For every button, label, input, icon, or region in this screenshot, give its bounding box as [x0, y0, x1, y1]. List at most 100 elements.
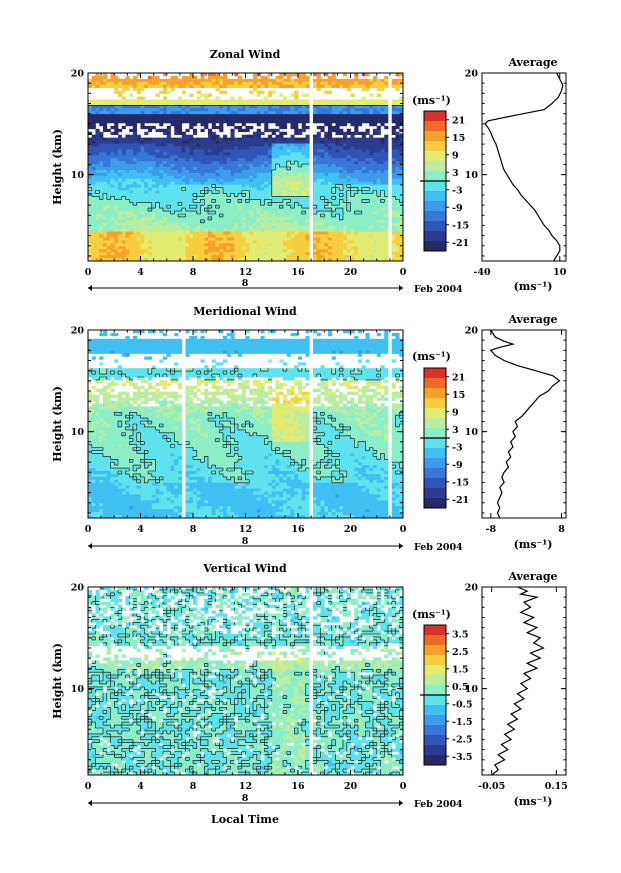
zonal-heatmap-cell [219, 146, 224, 150]
zonal-heatmap-cell [193, 146, 198, 150]
meridional-heatmap-cell [148, 330, 153, 334]
zonal-heatmap-cell [163, 73, 168, 77]
zonal-heatmap-cell [155, 169, 160, 174]
zonal-heatmap-cell [151, 152, 156, 156]
zonal-heatmap-cell [159, 111, 164, 115]
zonal-heatmap-cell [279, 81, 284, 86]
zonal-heatmap-cell [358, 219, 363, 224]
zonal-heatmap-cell [395, 143, 400, 147]
zonal-heatmap-cell [286, 140, 291, 144]
zonal-heatmap-cell [275, 231, 280, 235]
zonal-heatmap-cell [361, 117, 366, 121]
zonal-heatmap-cell [279, 149, 284, 153]
zonal-heatmap-cell [346, 114, 351, 118]
zonal-heatmap-cell [136, 140, 141, 144]
zonal-heatmap-cell [118, 222, 123, 227]
meridional-heatmap-cell [193, 338, 198, 343]
zonal-heatmap-cell [264, 225, 269, 230]
zonal-heatmap-cell [125, 175, 130, 180]
zonal-heatmap-cell [219, 243, 224, 247]
zonal-heatmap-cell [298, 73, 303, 77]
zonal-heatmap-cell [399, 149, 404, 153]
zonal-heatmap-cell [166, 120, 171, 124]
zonal-heatmap-cell [241, 234, 246, 238]
zonal-heatmap-cell [350, 208, 355, 212]
zonal-heatmap-cell [223, 193, 228, 197]
zonal-heatmap-cell [290, 258, 295, 262]
zonal-heatmap-cell [174, 158, 179, 162]
zonal-heatmap-cell [331, 199, 336, 203]
zonal-heatmap-cell [189, 222, 194, 227]
zonal-heatmap-cell [136, 105, 141, 109]
zonal-heatmap-cell [373, 181, 378, 185]
zonal-heatmap-cell [253, 208, 258, 212]
zonal-heatmap-cell [380, 84, 385, 89]
zonal-heatmap-cell [346, 111, 351, 115]
zonal-heatmap-cell [118, 152, 123, 156]
meridional-heatmap-cell [361, 338, 366, 343]
zonal-heatmap-cell [294, 143, 299, 147]
zonal-heatmap-cell [174, 122, 179, 127]
zonal-heatmap-cell [253, 161, 258, 165]
zonal-heatmap-cell [95, 169, 100, 174]
zonal-heatmap-cell [324, 164, 329, 168]
zonal-heatmap-cell [238, 128, 243, 133]
zonal-heatmap-cell [298, 120, 303, 124]
zonal-heatmap-cell [133, 211, 138, 215]
zonal-heatmap-cell [328, 219, 333, 224]
zonal-heatmap-cell [185, 228, 190, 232]
zonal-heatmap-cell [294, 155, 299, 159]
zonal-heatmap-cell [238, 143, 243, 147]
zonal-heatmap-cell [91, 219, 96, 224]
zonal-heatmap-cell [95, 105, 100, 109]
zonal-heatmap-cell [376, 187, 381, 191]
zonal-heatmap-cell [253, 117, 258, 121]
zonal-heatmap-cell [264, 252, 269, 256]
zonal-heatmap-cell [148, 208, 153, 212]
zonal-heatmap-cell [305, 199, 310, 203]
zonal-heatmap-cell [241, 228, 246, 232]
zonal-heatmap-cell [335, 155, 340, 159]
zonal-heatmap-cell [234, 78, 239, 83]
zonal-heatmap-cell [200, 164, 205, 168]
zonal-heatmap-cell [301, 214, 306, 218]
meridional-heatmap-cell [159, 338, 164, 343]
zonal-heatmap-cell [121, 120, 126, 124]
zonal-heatmap-cell [174, 167, 179, 171]
zonal-heatmap-cell [298, 199, 303, 203]
zonal-heatmap-cell [208, 208, 213, 212]
zonal-heatmap-cell [144, 196, 149, 200]
zonal-heatmap-cell [376, 87, 381, 91]
zonal-heatmap-cell [354, 102, 359, 106]
zonal-heatmap-cell [380, 196, 385, 200]
zonal-heatmap-cell [178, 199, 183, 203]
zonal-heatmap-cell [136, 255, 141, 259]
zonal-heatmap-cell [361, 178, 366, 183]
zonal-heatmap-cell [129, 231, 134, 235]
zonal-heatmap-cell [200, 255, 205, 259]
zonal-heatmap-cell [358, 202, 363, 206]
zonal-heatmap-cell [155, 102, 160, 106]
zonal-heatmap-cell [380, 143, 385, 147]
zonal-heatmap-cell [316, 175, 321, 180]
zonal-heatmap-cell [118, 184, 123, 188]
zonal-heatmap-cell [219, 205, 224, 209]
zonal-heatmap-cell [178, 164, 183, 168]
zonal-heatmap-cell [249, 178, 254, 183]
zonal-heatmap-cell [283, 131, 288, 136]
zonal-heatmap-cell [208, 114, 213, 118]
zonal-heatmap-cell [159, 175, 164, 180]
zonal-heatmap-cell [148, 255, 153, 259]
zonal-heatmap-cell [335, 187, 340, 191]
zonal-heatmap-cell [185, 108, 190, 112]
zonal-heatmap-cell [376, 155, 381, 159]
zonal-heatmap-cell [384, 228, 389, 232]
zonal-heatmap-cell [245, 102, 250, 106]
zonal-heatmap-cell [136, 87, 141, 91]
zonal-heatmap-cell [249, 231, 254, 235]
zonal-heatmap-cell [196, 146, 201, 150]
zonal-heatmap-cell [133, 128, 138, 133]
zonal-heatmap-cell [219, 75, 224, 80]
zonal-heatmap-cell [354, 211, 359, 215]
zonal-heatmap-cell [241, 137, 246, 141]
